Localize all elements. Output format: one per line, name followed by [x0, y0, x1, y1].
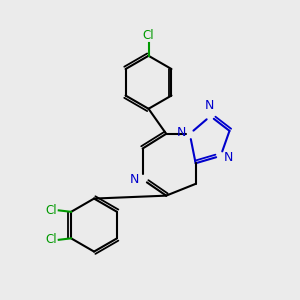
- Text: Cl: Cl: [46, 233, 57, 246]
- Text: Cl: Cl: [46, 204, 57, 217]
- Text: N: N: [205, 99, 214, 112]
- Text: N: N: [224, 151, 234, 164]
- Text: N: N: [130, 173, 139, 186]
- Text: Cl: Cl: [143, 29, 154, 42]
- Text: N: N: [177, 126, 186, 139]
